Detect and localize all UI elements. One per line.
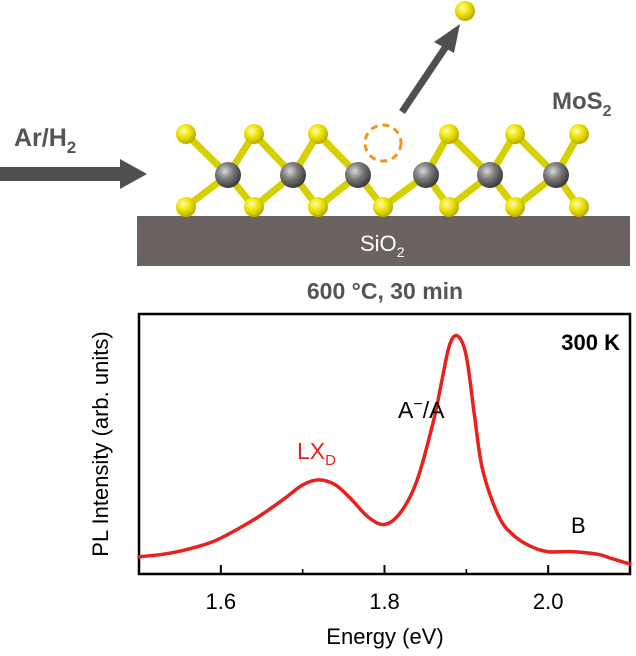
y-axis-label: PL Intensity (arb. units) [88, 331, 113, 556]
molybdenum-atom [280, 162, 306, 188]
condition-label: 600 °C, 30 min [307, 278, 463, 304]
sulfur-atom [505, 124, 525, 144]
annotation-lxd: LXD [297, 438, 336, 469]
molybdenum-atom [345, 162, 371, 188]
sulfur-vacancy [363, 123, 403, 163]
material-label: MoS2 [552, 88, 612, 120]
pl-chart: 1.6 1.8 2.0 Energy (eV) PL Intensity (arb.… [88, 312, 632, 649]
sulfur-atom [569, 197, 589, 217]
substrate [137, 216, 630, 266]
x-axis-label: Energy (eV) [326, 624, 443, 649]
sulfur-atom [176, 197, 196, 217]
molybdenum-atom [413, 162, 439, 188]
plot-frame [137, 312, 632, 576]
substrate-label: SiO2 [360, 231, 405, 260]
sulfur-atom [176, 124, 196, 144]
schematic: Ar/H2 SiO2 MoS2 600 °C, 30 min [0, 1, 630, 304]
gas-label: Ar/H2 [14, 124, 76, 157]
pl-spectrum-line [137, 333, 632, 566]
sulfur-atom [569, 124, 589, 144]
molybdenum-atom [215, 162, 241, 188]
x-tick-label: 1.6 [206, 589, 237, 614]
sulfur-atom [373, 197, 393, 217]
sulfur-atom [308, 124, 328, 144]
annotation-temperature: 300 K [561, 330, 620, 355]
molybdenum-atom [477, 162, 503, 188]
escape-arrow [399, 24, 460, 114]
annotation-a-exciton: A−/A [398, 396, 445, 423]
sulfur-atom [244, 124, 264, 144]
annotation-b-exciton: B [571, 513, 586, 538]
sulfur-atom [505, 197, 525, 217]
x-tick-label: 1.8 [369, 589, 400, 614]
mos2-lattice [176, 124, 589, 217]
sulfur-atom [244, 197, 264, 217]
x-tick-label: 2.0 [533, 589, 564, 614]
sulfur-atom [439, 197, 459, 217]
sulfur-atom [308, 197, 328, 217]
escaped-sulfur-atom [455, 1, 475, 21]
gas-flow-arrow [0, 159, 147, 189]
sulfur-atom [439, 124, 459, 144]
molybdenum-atom [543, 162, 569, 188]
